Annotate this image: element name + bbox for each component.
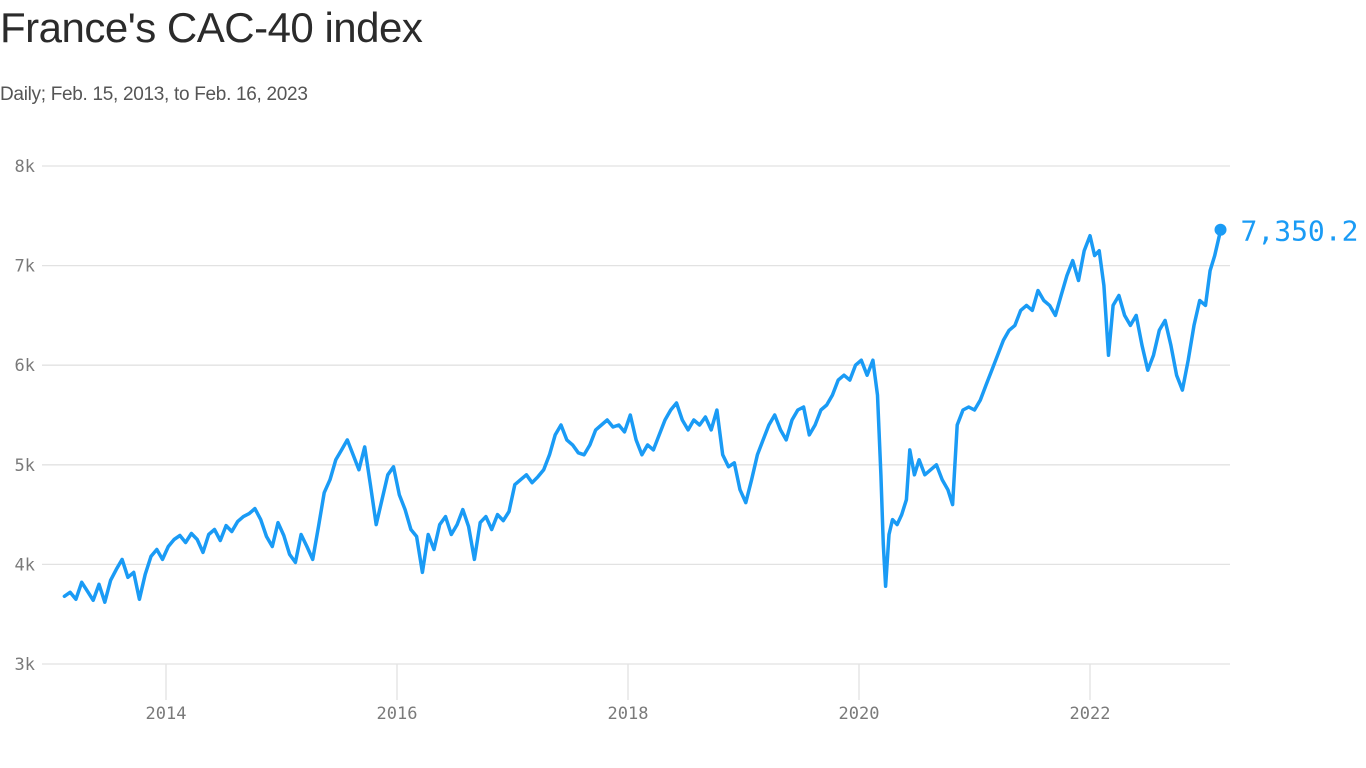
end-value-label: 7,350.2 bbox=[1241, 215, 1359, 248]
x-tick-label: 2022 bbox=[1070, 704, 1111, 724]
y-tick-label: 6k bbox=[15, 356, 35, 376]
x-tick-label: 2016 bbox=[377, 704, 418, 724]
end-point-marker bbox=[1214, 223, 1227, 236]
y-tick-label: 8k bbox=[15, 157, 35, 177]
cac40-line bbox=[62, 228, 1223, 604]
y-tick-label: 3k bbox=[15, 655, 35, 675]
x-axis-labels: 2014 2016 2018 2020 2022 bbox=[146, 704, 1111, 724]
x-axis-ticks bbox=[165, 664, 1091, 700]
y-tick-label: 5k bbox=[15, 456, 35, 476]
x-tick-label: 2018 bbox=[608, 704, 649, 724]
x-tick-label: 2020 bbox=[839, 704, 880, 724]
x-tick-label: 2014 bbox=[146, 704, 187, 724]
y-tick-label: 4k bbox=[15, 555, 35, 575]
y-gridlines bbox=[42, 165, 1230, 665]
y-tick-label: 7k bbox=[15, 257, 35, 277]
y-axis-labels: 3k 4k 5k 6k 7k 8k bbox=[15, 157, 35, 675]
chart-title: France's CAC-40 index bbox=[0, 4, 423, 51]
chart-subtitle: Daily; Feb. 15, 2013, to Feb. 16, 2023 bbox=[0, 84, 308, 105]
